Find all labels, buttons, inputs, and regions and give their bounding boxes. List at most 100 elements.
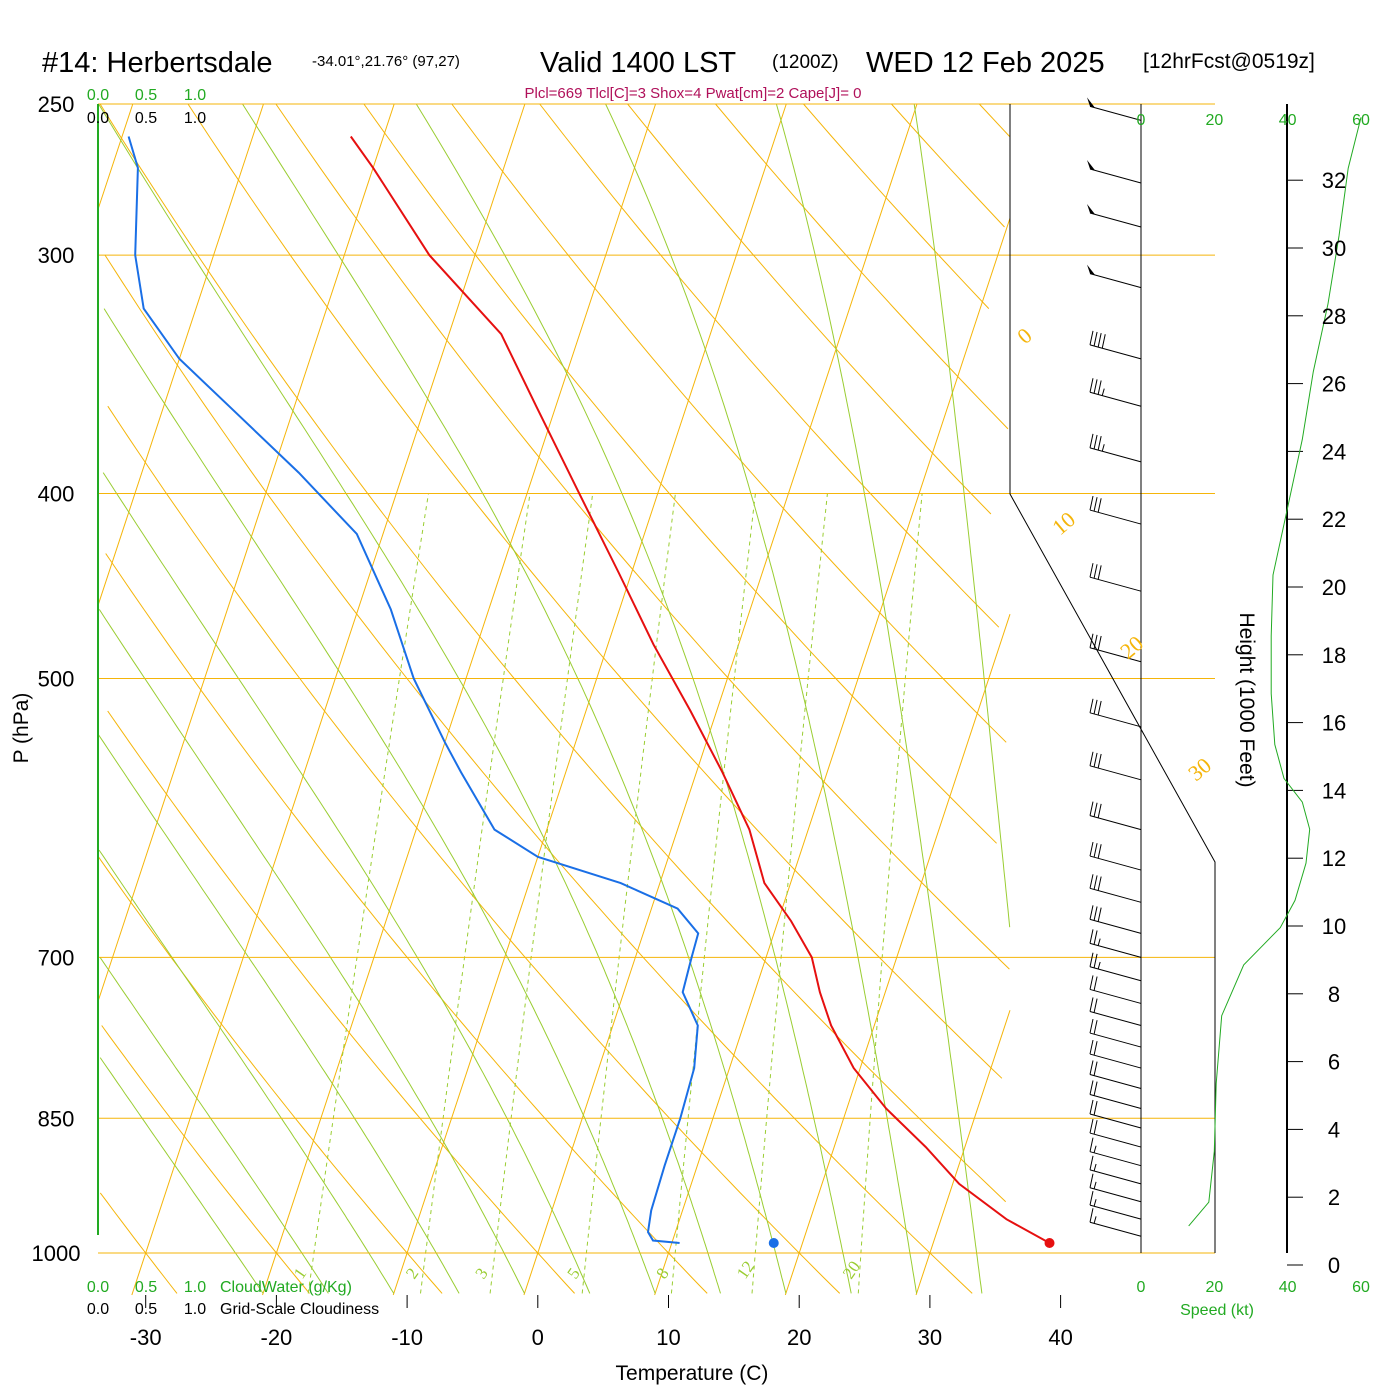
y-axis-title: P (hPa) bbox=[10, 693, 33, 764]
wind-barb-flag bbox=[1087, 159, 1096, 171]
wind-barb-feather bbox=[1089, 1060, 1094, 1075]
isotherm-line bbox=[523, 103, 918, 1296]
wind-barb bbox=[1089, 997, 1142, 1027]
wind-barb-staff bbox=[1089, 1132, 1142, 1148]
speed-tick-label-bottom: 60 bbox=[1352, 1279, 1370, 1296]
valid-time: Valid 1400 LST bbox=[540, 47, 736, 79]
pressure-tick-label: 250 bbox=[38, 92, 75, 117]
wind-barb-feather bbox=[1093, 802, 1098, 817]
wind-barb-feather bbox=[1089, 1137, 1094, 1152]
dry-adiabat-line bbox=[97, 856, 443, 1294]
surface-dewpoint-dot bbox=[768, 1237, 779, 1248]
wind-barb-staff bbox=[1089, 966, 1142, 982]
wind-barb-staff bbox=[1089, 712, 1142, 728]
moist-adiabat-line bbox=[98, 609, 525, 1294]
wind-barb-staff bbox=[1089, 105, 1142, 121]
x-tick-label: -20 bbox=[261, 1325, 293, 1350]
wind-barb-feather bbox=[1089, 905, 1094, 920]
dry-adiabat-line bbox=[275, 103, 1010, 970]
mixing-ratio-line bbox=[489, 493, 594, 1294]
moist-adiabat-line bbox=[605, 103, 918, 1294]
dry-adiabat-line bbox=[715, 103, 1009, 430]
wind-barb-staff bbox=[1089, 942, 1142, 958]
moist-adiabat-line bbox=[98, 849, 395, 1294]
cloud-scale-top-black: 1.0 bbox=[184, 110, 206, 127]
x-tick-label: -30 bbox=[130, 1325, 162, 1350]
wind-barb-feather bbox=[1093, 634, 1098, 649]
wind-barb-feather bbox=[1093, 976, 1098, 991]
wind-barb-feather bbox=[1097, 436, 1102, 451]
wind-barb-feather bbox=[1089, 330, 1094, 345]
cloud-scale-top-green: 0.0 bbox=[87, 87, 109, 104]
temperature-profile bbox=[349, 135, 1050, 1244]
dry-adiabat-line bbox=[99, 103, 1007, 1203]
dry-adiabat-line bbox=[627, 103, 992, 515]
wind-barb-feather bbox=[1089, 433, 1094, 448]
wind-barb-staff bbox=[1089, 1094, 1142, 1109]
height-tick-label: 2 bbox=[1328, 1185, 1340, 1210]
cloud-scale-bottom-black: 0.5 bbox=[135, 1301, 157, 1318]
valid-date: WED 12 Feb 2025 bbox=[866, 47, 1105, 79]
wind-barb-staff bbox=[1089, 1169, 1142, 1185]
height-tick-label: 0 bbox=[1328, 1253, 1340, 1278]
cloud-scale-top-black: 0.5 bbox=[135, 110, 157, 127]
wind-barb bbox=[1089, 698, 1142, 728]
dry-adiabat-line bbox=[187, 103, 1003, 1079]
wind-barb-half-feather bbox=[1093, 1181, 1097, 1189]
height-axis-title: Height (1000 Feet) bbox=[1235, 612, 1258, 787]
wind-barb-feather bbox=[1089, 563, 1094, 578]
wind-barb-staff bbox=[1089, 1011, 1142, 1027]
wind-barb-staff bbox=[1089, 576, 1142, 592]
isotherm-line bbox=[97, 103, 134, 210]
wind-panel-outline bbox=[1009, 104, 1216, 1253]
surface-temperature-dot bbox=[1044, 1237, 1055, 1248]
dry-adiabat-line bbox=[99, 1192, 178, 1294]
wind-barb bbox=[1089, 841, 1142, 871]
pressure-tick-label: 400 bbox=[38, 482, 75, 507]
height-tick-label: 8 bbox=[1328, 982, 1340, 1007]
pressure-tick-label: 850 bbox=[38, 1106, 75, 1131]
wind-barb-staff bbox=[1089, 447, 1142, 463]
wind-barb bbox=[1089, 330, 1142, 360]
wind-barb bbox=[1089, 633, 1142, 663]
sounding-indices: Plcl=669 Tlcl[C]=3 Shox=4 Pwat[cm]=2 Cap… bbox=[525, 85, 862, 102]
wind-barb bbox=[1089, 1208, 1142, 1237]
wind-barb-feather bbox=[1093, 699, 1098, 715]
pressure-tick-label: 500 bbox=[38, 667, 75, 692]
wind-barb bbox=[1089, 801, 1142, 831]
wind-barb-feather bbox=[1089, 801, 1094, 816]
height-tick-label: 18 bbox=[1322, 643, 1346, 668]
wind-barb-feather bbox=[1089, 929, 1094, 944]
wind-barb bbox=[1089, 1155, 1142, 1185]
wind-barb bbox=[1089, 929, 1142, 958]
wind-barb-feather bbox=[1093, 1120, 1098, 1135]
wind-barb-feather bbox=[1093, 930, 1098, 945]
isotherm-line bbox=[654, 217, 1011, 1296]
dry-adiabat-line bbox=[451, 103, 1007, 743]
wind-barb-feather bbox=[1093, 1041, 1098, 1056]
x-tick-label: 10 bbox=[656, 1325, 680, 1350]
wind-barb-feather bbox=[1089, 975, 1094, 990]
wind-barb-feather bbox=[1101, 334, 1106, 349]
wind-barb-feather bbox=[1089, 874, 1094, 889]
wind-barb-feather bbox=[1089, 1080, 1094, 1095]
wind-barb bbox=[1089, 952, 1142, 982]
cloud-scale-bottom-green: 0.5 bbox=[135, 1279, 157, 1296]
moist-adiabat-line bbox=[415, 103, 852, 1294]
wind-barb-flag bbox=[1087, 204, 1096, 215]
wind-barb-staff bbox=[1089, 1113, 1142, 1129]
wind-barb bbox=[1089, 1118, 1142, 1148]
height-tick-label: 4 bbox=[1328, 1117, 1340, 1142]
wind-barb-half-feather bbox=[1101, 444, 1105, 452]
dry-adiabat-line bbox=[803, 103, 990, 309]
wind-barb-staff bbox=[1089, 988, 1142, 1004]
wind-barb-staff bbox=[1089, 1074, 1142, 1090]
dry-adiabat-line bbox=[104, 254, 973, 1294]
wind-barb bbox=[1089, 1039, 1142, 1069]
height-tick-label: 14 bbox=[1322, 778, 1346, 803]
station-title: #14: Herbertsdale bbox=[42, 47, 273, 79]
wind-barb-half-feather bbox=[1093, 1216, 1097, 1224]
wind-barb-feather bbox=[1093, 843, 1098, 858]
dry-adiabat-line bbox=[539, 103, 1000, 628]
